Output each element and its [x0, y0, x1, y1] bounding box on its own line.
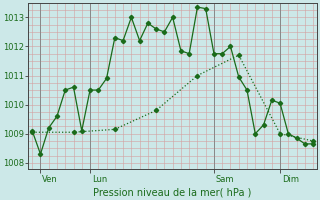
Text: Lun: Lun [92, 175, 107, 184]
Text: Dim: Dim [282, 175, 299, 184]
Text: Ven: Ven [42, 175, 58, 184]
X-axis label: Pression niveau de la mer( hPa ): Pression niveau de la mer( hPa ) [93, 187, 252, 197]
Text: Sam: Sam [216, 175, 234, 184]
